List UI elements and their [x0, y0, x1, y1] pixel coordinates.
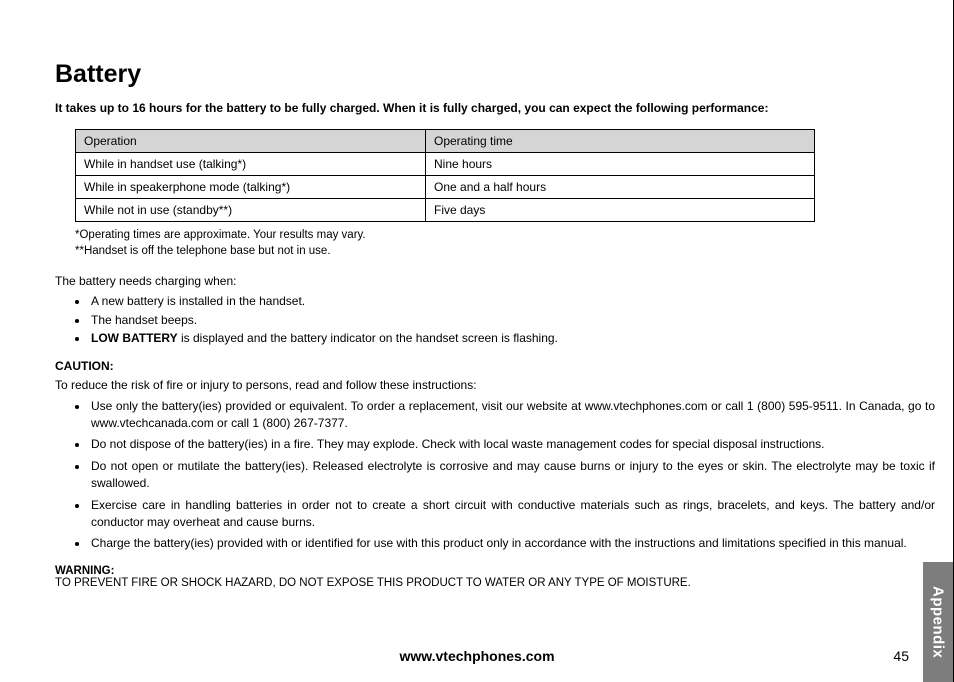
caution-intro: To reduce the risk of fire or injury to … — [55, 377, 935, 393]
charging-intro: The battery needs charging when: — [55, 273, 935, 289]
low-battery-rest: is displayed and the battery indicator o… — [178, 331, 558, 345]
footer-url: www.vtechphones.com — [0, 648, 954, 664]
page-title: Battery — [55, 60, 935, 89]
side-tab-appendix: Appendix — [923, 562, 953, 682]
table-cell-operation: While in handset use (talking*) — [76, 153, 426, 176]
table-cell-time: One and a half hours — [426, 176, 815, 199]
list-item: Do not open or mutilate the battery(ies)… — [89, 458, 935, 493]
list-item: A new battery is installed in the handse… — [89, 293, 935, 310]
caution-heading: CAUTION: — [55, 359, 935, 373]
page-number: 45 — [893, 648, 909, 664]
note-approx: *Operating times are approximate. Your r… — [75, 228, 935, 244]
charging-list: A new battery is installed in the handse… — [55, 293, 935, 347]
low-battery-label: LOW BATTERY — [91, 331, 178, 345]
table-cell-operation: While not in use (standby**) — [76, 199, 426, 222]
table-cell-time: Five days — [426, 199, 815, 222]
list-item: The handset beeps. — [89, 312, 935, 329]
note-standby: **Handset is off the telephone base but … — [75, 244, 935, 260]
table-row: While not in use (standby**) Five days — [76, 199, 815, 222]
caution-list: Use only the battery(ies) provided or eq… — [55, 398, 935, 553]
table-header-time: Operating time — [426, 130, 815, 153]
list-item: LOW BATTERY is displayed and the battery… — [89, 330, 935, 347]
list-item: Use only the battery(ies) provided or eq… — [89, 398, 935, 433]
intro-text: It takes up to 16 hours for the battery … — [55, 101, 935, 115]
table-cell-operation: While in speakerphone mode (talking*) — [76, 176, 426, 199]
table-notes: *Operating times are approximate. Your r… — [75, 228, 935, 259]
table-header-operation: Operation — [76, 130, 426, 153]
warning-heading: WARNING: — [55, 565, 935, 577]
table-row: While in speakerphone mode (talking*) On… — [76, 176, 815, 199]
table-header-row: Operation Operating time — [76, 130, 815, 153]
performance-table: Operation Operating time While in handse… — [75, 129, 815, 222]
table-cell-time: Nine hours — [426, 153, 815, 176]
warning-text: TO PREVENT FIRE OR SHOCK HAZARD, DO NOT … — [55, 577, 935, 589]
list-item: Do not dispose of the battery(ies) in a … — [89, 436, 935, 453]
content-area: Battery It takes up to 16 hours for the … — [55, 60, 935, 589]
list-item: Charge the battery(ies) provided with or… — [89, 535, 935, 552]
list-item: Exercise care in handling batteries in o… — [89, 497, 935, 532]
page: Battery It takes up to 16 hours for the … — [0, 0, 954, 682]
table-row: While in handset use (talking*) Nine hou… — [76, 153, 815, 176]
